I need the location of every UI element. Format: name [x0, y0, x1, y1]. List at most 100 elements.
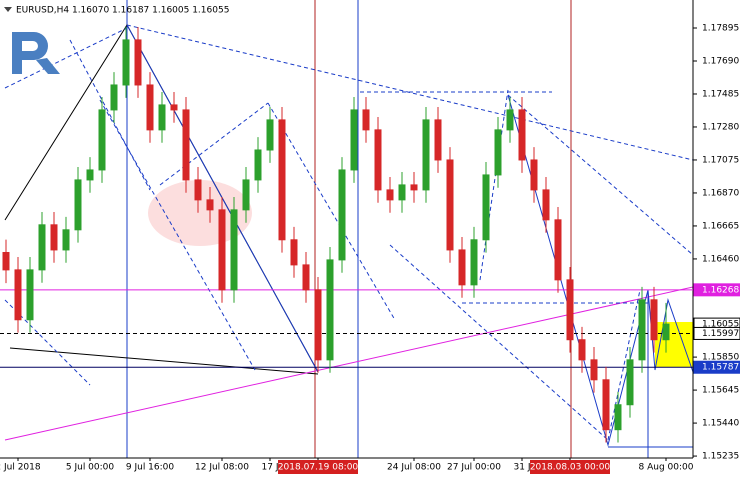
candle-body: [26, 269, 34, 321]
candle-body: [206, 199, 214, 211]
x-label-highlight: [530, 460, 610, 474]
trend-line: [69, 39, 151, 191]
x-tick-label: 31 J: [514, 463, 531, 473]
candle-body: [410, 184, 418, 191]
trend-line: [507, 94, 693, 256]
candle-body: [254, 149, 262, 181]
trend-line: [607, 289, 641, 441]
logo-mark: [36, 58, 60, 74]
candle-body: [170, 104, 178, 111]
x-label-highlight: [278, 460, 358, 474]
drawing-objects: [4, 0, 693, 458]
candle-body: [122, 39, 130, 86]
y-tick-label: 1.17485: [702, 89, 739, 99]
candle-body: [350, 109, 358, 171]
candle-body: [314, 289, 322, 361]
chart-title: EURUSD,H4 1.16070 1.16187 1.16005 1.1605…: [16, 6, 229, 16]
x-tick-label: 8 Aug 00:00: [639, 463, 694, 473]
candle-body: [14, 269, 22, 321]
candle-body: [554, 219, 562, 281]
candle-body: [590, 359, 598, 381]
candle-body: [578, 339, 586, 361]
candle-body: [146, 84, 154, 131]
candle-body: [422, 119, 430, 191]
candle-body: [302, 264, 310, 291]
candle-body: [662, 323, 670, 341]
candle-body: [458, 249, 466, 286]
candle-body: [98, 109, 106, 171]
trend-line: [4, 286, 693, 441]
y-tick-label: 1.17075: [702, 155, 739, 165]
y-tick-label: 1.16870: [702, 188, 739, 198]
candle-body: [602, 379, 610, 431]
target-zone: [655, 322, 693, 367]
candle-body: [62, 229, 70, 251]
y-tick-label: 1.16665: [702, 221, 739, 231]
candle-body: [182, 109, 190, 181]
candle-body: [386, 189, 394, 201]
candle-body: [482, 174, 490, 241]
logo-mark: [12, 32, 48, 74]
price-tag: [693, 360, 740, 374]
x-tick-label: 12 Jul 08:00: [195, 463, 249, 473]
candle-body: [566, 279, 574, 341]
logo: [12, 32, 60, 74]
x-tick-label: 2 Jul 2018: [0, 463, 41, 473]
y-tick-label: 1.15440: [702, 419, 739, 429]
candle-body: [518, 109, 526, 161]
candle-body: [2, 251, 10, 271]
candle-body: [626, 359, 634, 406]
x-tick-label: 9 Jul 16:00: [126, 463, 175, 473]
candle-body: [266, 119, 274, 151]
candle-body: [506, 109, 514, 131]
candle-body: [158, 104, 166, 131]
candle-body: [86, 169, 94, 181]
candle-body: [194, 179, 202, 201]
candle-body: [110, 84, 118, 111]
trend-line: [4, 27, 128, 89]
candle-body: [242, 179, 250, 211]
candle-body: [638, 299, 646, 361]
candle-body: [374, 129, 382, 191]
y-tick-label: 1.17690: [702, 56, 739, 66]
x-tick-label: 2018.07.19 08:00: [278, 463, 359, 473]
trend-line: [507, 94, 693, 447]
y-tick-label: 1.16460: [702, 254, 739, 264]
candle-body: [326, 259, 334, 361]
candle-body: [434, 119, 442, 161]
trend-line: [159, 102, 269, 186]
candle-body: [74, 179, 82, 231]
x-tick-label: 2018.08.03 00:00: [530, 463, 611, 473]
candle-body: [398, 184, 406, 201]
candle-body: [290, 239, 298, 266]
x-tick-label: 17 J: [262, 463, 279, 473]
candle-body: [230, 209, 238, 291]
x-tick-label: 24 Jul 08:00: [387, 463, 441, 473]
candle-body: [446, 159, 454, 251]
candle-body: [470, 239, 478, 286]
trend-line: [99, 99, 256, 371]
y-tick-label: 1.17895: [702, 24, 739, 34]
plot-area: [0, 27, 693, 443]
price-tag: [693, 283, 740, 297]
candle-body: [50, 224, 58, 251]
price-tag-label: 1.16268: [702, 285, 739, 295]
trend-line: [4, 299, 91, 386]
price-tag-label: 1.15997: [702, 329, 739, 339]
candle-body: [650, 299, 658, 341]
candle-body: [362, 109, 370, 131]
candle-body: [494, 129, 502, 176]
price-tag-label: 1.16055: [702, 320, 739, 330]
y-tick-label: 1.17280: [702, 122, 739, 132]
candle-body: [530, 159, 538, 191]
title-icon: [4, 7, 12, 12]
y-tick-label: 1.15235: [702, 452, 739, 462]
candle-body: [134, 39, 142, 86]
candle-body: [38, 224, 46, 271]
price-tag: [693, 326, 740, 340]
y-tick-label: 1.15645: [702, 386, 739, 396]
candle-body: [218, 209, 226, 291]
candle-body: [338, 169, 346, 261]
